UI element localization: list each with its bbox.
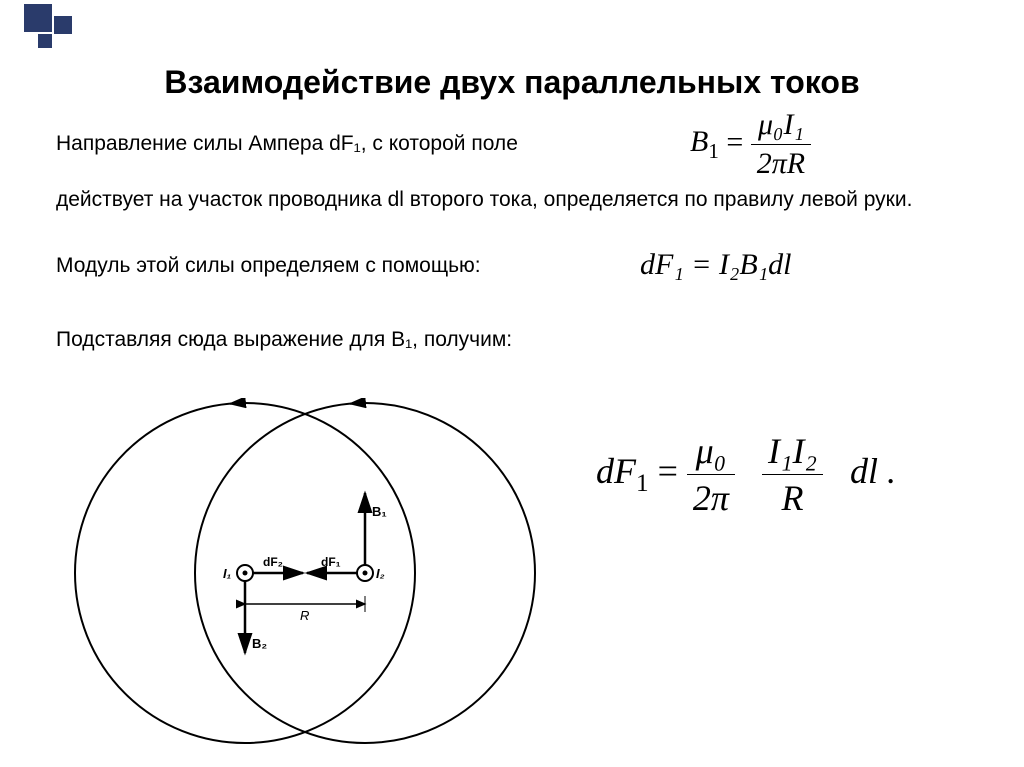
lhs: B1 xyxy=(690,125,719,158)
paragraph-3: Модуль этой силы определяем с помощью: xyxy=(56,252,616,280)
B1-den: 2πR xyxy=(751,145,811,181)
current-I2 xyxy=(357,565,373,581)
label-I2: I₂ xyxy=(376,566,385,581)
frac1-den: 2π xyxy=(687,475,735,519)
label-B1: B₁ xyxy=(372,504,387,519)
B1-num: μ₀I₁ xyxy=(751,108,811,145)
frac2-den: R xyxy=(762,475,823,519)
label-dF2: dF₂ xyxy=(263,555,283,569)
page-title: Взаимодействие двух параллельных токов xyxy=(0,64,1024,101)
label-dF1: dF₁ xyxy=(321,555,341,569)
frac2-num: I₁I₂ xyxy=(762,430,823,475)
formula-dF1-full: dF1 = μ₀ 2π I₁I₂ R dl . xyxy=(596,430,896,519)
label-R: R xyxy=(300,608,309,623)
current-I1 xyxy=(237,565,253,581)
two-currents-diagram: I₁ I₂ B₁ B₂ dF₁ dF₂ R xyxy=(70,398,540,748)
formula-B1: B1 = μ₀I₁ 2πR xyxy=(690,108,811,181)
paragraph-1: Направление силы Ампера dF₁, с которой п… xyxy=(56,130,616,158)
label-B2: B₂ xyxy=(252,636,267,651)
paragraph-4: Подставляя сюда выражение для B₁, получи… xyxy=(56,326,956,354)
formula-dF1-short: dF₁ = I₂B₁dl xyxy=(640,248,792,282)
tail: dl . xyxy=(850,451,896,491)
paragraph-2: действует на участок проводника dl второ… xyxy=(56,186,956,214)
frac1-num: μ₀ xyxy=(687,430,735,475)
lhs: dF1 xyxy=(596,451,649,491)
label-I1: I₁ xyxy=(223,566,231,581)
